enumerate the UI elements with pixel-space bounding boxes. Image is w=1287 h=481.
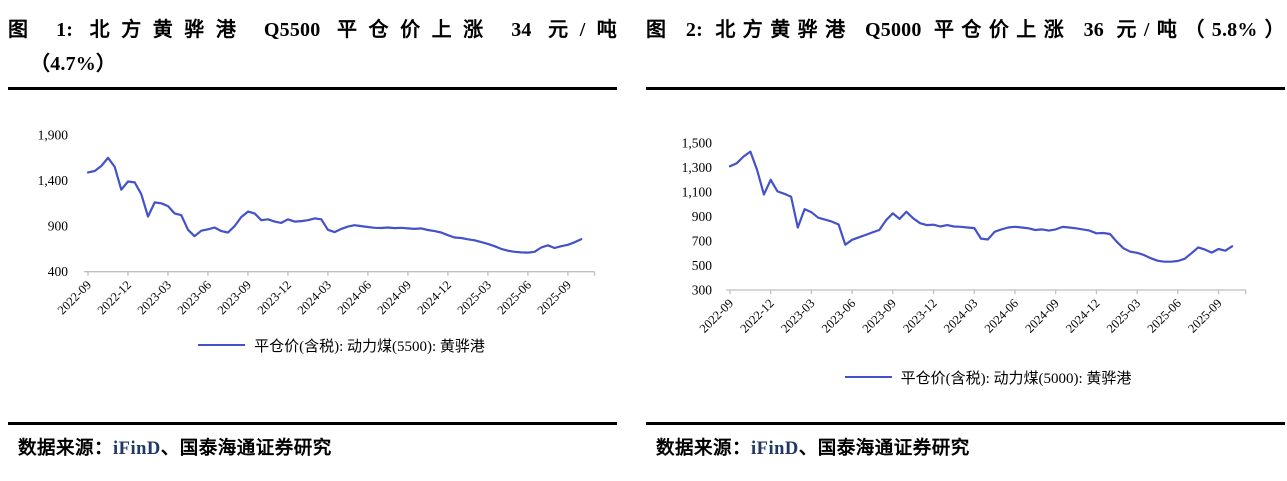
y-tick-label: 1,400 (38, 173, 69, 188)
y-tick-label: 400 (48, 264, 69, 279)
x-tick-label: 2022-09 (55, 278, 94, 317)
figure-2-title-line1: 图 2: 北方黄骅港 Q5000 平仓价上涨 36 元/吨（5.8%） (646, 19, 1285, 41)
x-tick-label: 2025-09 (535, 278, 574, 317)
x-tick-label: 2025-03 (455, 278, 494, 317)
figure-1-source-suffix: 、国泰海通证券研究 (160, 439, 332, 459)
x-tick-label: 2025-06 (495, 278, 534, 317)
x-tick-label: 2024-12 (415, 278, 454, 317)
x-tick-label: 2023-12 (900, 296, 939, 335)
figure-2-title: 图 2: 北方黄骅港 Q5000 平仓价上涨 36 元/吨（5.8%） (646, 0, 1285, 87)
figure-1-legend-label: 平仓价(含税): 动力煤(5500): 黄骅港 (254, 338, 485, 355)
figure-2-footer-rule (646, 422, 1285, 425)
figure-1-footer-rule (8, 422, 617, 425)
figure-1-title-line1: 图 1: 北方黄骅港 Q5500 平仓价上涨 34 元/吨 (8, 19, 617, 41)
figure-1-source-ifind: iFinD (113, 439, 161, 459)
x-tick-label: 2023-12 (255, 278, 294, 317)
y-tick-label: 500 (692, 258, 713, 273)
x-tick-label: 2022-12 (95, 278, 134, 317)
x-tick-label: 2024-03 (941, 296, 980, 335)
x-tick-label: 2024-06 (982, 296, 1021, 335)
y-tick-label: 900 (48, 219, 69, 234)
figure-1-panel: 图 1: 北方黄骅港 Q5500 平仓价上涨 34 元/吨 （4.7%） 202… (8, 0, 617, 481)
y-tick-label: 1,900 (38, 128, 69, 143)
x-tick-label: 2025-09 (1185, 296, 1224, 335)
figure-2-title-rule (646, 87, 1285, 90)
figure-1-source: 数据来源：iFinD、国泰海通证券研究 (8, 425, 617, 460)
figure-1-legend-line-swatch (198, 344, 246, 346)
figure-2-source-ifind: iFinD (751, 439, 799, 459)
figure-1-line-chart: 2022-09 2022-12 2023-03 2023-06 2023-09 2023-… (38, 128, 596, 317)
figure-1-footer: 数据来源：iFinD、国泰海通证券研究 (8, 422, 617, 460)
figure-2-legend-label: 平仓价(含税): 动力煤(5000): 黄骅港 (900, 370, 1132, 387)
x-tick-label: 2023-03 (135, 278, 174, 317)
x-tick-label: 2023-06 (175, 278, 214, 317)
y-tick-label: 1,100 (682, 185, 713, 200)
x-tick-label: 2022-09 (697, 296, 736, 335)
x-tick-label: 2024-09 (375, 278, 414, 317)
figure-2-source: 数据来源：iFinD、国泰海通证券研究 (646, 425, 1285, 460)
figure-1-source-prefix: 数据来源： (18, 439, 114, 459)
x-tick-label: 2023-03 (778, 296, 817, 335)
price-series-line (86, 156, 583, 254)
x-tick-label: 2022-12 (737, 296, 776, 335)
figure-1-legend: 平仓价(含税): 动力煤(5500): 黄骅港 (88, 334, 595, 356)
y-tick-label: 900 (692, 209, 713, 224)
figure-1-title-rule (8, 87, 617, 90)
x-tick-label: 2024-03 (295, 278, 334, 317)
figure-1-title-line2: （4.7%） (30, 53, 117, 75)
figure-2-legend: 平仓价(含税): 动力煤(5000): 黄骅港 (730, 366, 1246, 388)
y-tick-label: 300 (692, 283, 713, 298)
y-tick-label: 1,500 (682, 136, 713, 151)
y-tick-label: 1,300 (682, 160, 713, 175)
x-tick-label: 2023-06 (819, 296, 858, 335)
x-tick-label: 2024-06 (335, 278, 374, 317)
figure-2-panel: 图 2: 北方黄骅港 Q5000 平仓价上涨 36 元/吨（5.8%） 2022… (646, 0, 1285, 481)
y-tick-label: 700 (692, 234, 713, 249)
figure-2-legend-line-swatch (844, 376, 892, 378)
x-tick-label: 2023-09 (215, 278, 254, 317)
figure-1-title: 图 1: 北方黄骅港 Q5500 平仓价上涨 34 元/吨 （4.7%） (8, 0, 617, 87)
x-tick-label: 2025-03 (1104, 296, 1143, 335)
figure-2-source-prefix: 数据来源： (656, 439, 752, 459)
price-series-line (728, 150, 1234, 263)
x-tick-label: 2023-09 (860, 296, 899, 335)
figure-2-source-suffix: 、国泰海通证券研究 (798, 439, 970, 459)
figure-2-footer: 数据来源：iFinD、国泰海通证券研究 (646, 422, 1285, 460)
figure-2-line-chart: 2022-09 2022-12 2023-03 2023-06 2023-09 2023-… (682, 136, 1247, 336)
x-tick-label: 2025-06 (1145, 296, 1184, 335)
x-tick-label: 2024-09 (1022, 296, 1061, 335)
x-tick-label: 2024-12 (1063, 296, 1102, 335)
